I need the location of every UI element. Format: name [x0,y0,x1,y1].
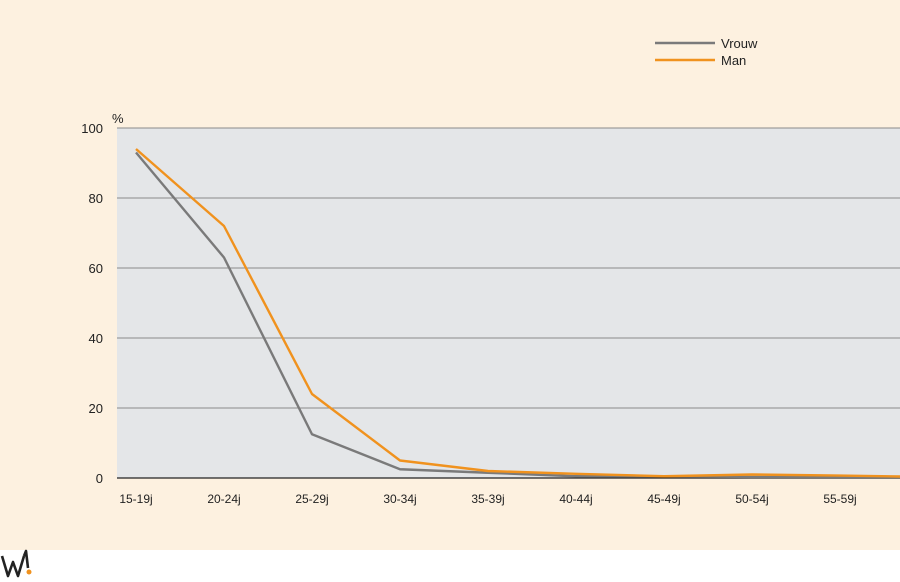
x-tick-label: 45-49j [647,492,680,506]
y-tick-label: 20 [89,401,103,416]
y-axis-label: % [112,111,124,126]
x-tick-label: 35-39j [471,492,504,506]
series-line [135,148,900,478]
y-tick-label: 40 [89,331,103,346]
plot-area [117,128,900,478]
x-tick-label: 25-29j [295,492,328,506]
x-tick-label: 40-44j [559,492,592,506]
y-tick-label: 100 [81,121,103,136]
x-tick-label: 30-34j [383,492,416,506]
legend-label: Vrouw [721,36,758,51]
x-tick-label: 50-54j [735,492,768,506]
w-logo-icon [0,549,32,578]
line-chart: 0 20 40 60 80 100% 15-19j 20-24j 25-29j 30-34j 35-… [81,36,900,506]
legend-label: Man [721,53,746,68]
x-tick-label: 55-59j [823,492,856,506]
y-tick-label: 80 [89,191,103,206]
x-tick-label: 20-24j [207,492,240,506]
series-line [135,151,900,479]
y-tick-label: 0 [96,471,103,486]
x-tick-label: 15-19j [119,492,152,506]
y-tick-label: 60 [89,261,103,276]
